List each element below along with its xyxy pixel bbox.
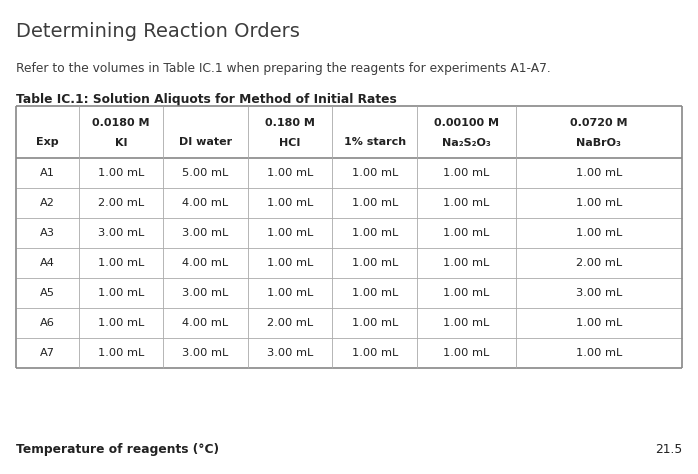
Text: 1.00 mL: 1.00 mL xyxy=(98,318,144,328)
Text: 1.00 mL: 1.00 mL xyxy=(267,288,313,298)
Text: 1.00 mL: 1.00 mL xyxy=(576,348,622,358)
Text: A4: A4 xyxy=(40,258,54,268)
Text: 0.00100 M: 0.00100 M xyxy=(433,118,498,128)
Text: 3.00 mL: 3.00 mL xyxy=(576,288,622,298)
Text: 1.00 mL: 1.00 mL xyxy=(443,318,489,328)
Text: A3: A3 xyxy=(40,228,55,238)
Text: 1.00 mL: 1.00 mL xyxy=(267,168,313,178)
Text: Temperature of reagents (°C): Temperature of reagents (°C) xyxy=(16,443,219,456)
Text: 1.00 mL: 1.00 mL xyxy=(352,348,398,358)
Text: Table IC.1: Solution Aliquots for Method of Initial Rates: Table IC.1: Solution Aliquots for Method… xyxy=(16,93,396,106)
Text: 1.00 mL: 1.00 mL xyxy=(267,198,313,208)
Text: 0.0720 M: 0.0720 M xyxy=(570,118,628,128)
Text: 3.00 mL: 3.00 mL xyxy=(182,228,229,238)
Text: 1.00 mL: 1.00 mL xyxy=(352,168,398,178)
Text: 1.00 mL: 1.00 mL xyxy=(576,228,622,238)
Text: 1.00 mL: 1.00 mL xyxy=(98,258,144,268)
Text: 1.00 mL: 1.00 mL xyxy=(98,288,144,298)
Text: Exp: Exp xyxy=(36,137,59,147)
Text: 4.00 mL: 4.00 mL xyxy=(182,258,228,268)
Text: 5.00 mL: 5.00 mL xyxy=(182,168,229,178)
Text: A2: A2 xyxy=(40,198,54,208)
Text: 1.00 mL: 1.00 mL xyxy=(443,288,489,298)
Text: 4.00 mL: 4.00 mL xyxy=(182,198,228,208)
Text: 1.00 mL: 1.00 mL xyxy=(443,198,489,208)
Text: 3.00 mL: 3.00 mL xyxy=(182,348,229,358)
Text: 1.00 mL: 1.00 mL xyxy=(576,198,622,208)
Text: A6: A6 xyxy=(40,318,54,328)
Text: 1.00 mL: 1.00 mL xyxy=(443,168,489,178)
Text: 0.0180 M: 0.0180 M xyxy=(92,118,149,128)
Text: A7: A7 xyxy=(40,348,55,358)
Text: 3.00 mL: 3.00 mL xyxy=(182,288,229,298)
Text: 2.00 mL: 2.00 mL xyxy=(576,258,622,268)
Text: A1: A1 xyxy=(40,168,55,178)
Text: 1.00 mL: 1.00 mL xyxy=(443,228,489,238)
Text: NaBrO₃: NaBrO₃ xyxy=(577,138,621,148)
Text: 21.5: 21.5 xyxy=(655,443,682,456)
Text: HCI: HCI xyxy=(279,138,301,148)
Text: 1.00 mL: 1.00 mL xyxy=(443,348,489,358)
Text: KI: KI xyxy=(114,138,127,148)
Text: 1.00 mL: 1.00 mL xyxy=(352,228,398,238)
Text: DI water: DI water xyxy=(179,137,232,147)
Text: Determining Reaction Orders: Determining Reaction Orders xyxy=(16,22,300,41)
Text: 1.00 mL: 1.00 mL xyxy=(352,318,398,328)
Text: 1.00 mL: 1.00 mL xyxy=(267,258,313,268)
Text: 2.00 mL: 2.00 mL xyxy=(267,318,313,328)
Text: 2.00 mL: 2.00 mL xyxy=(98,198,144,208)
Text: Refer to the volumes in Table IC.1 when preparing the reagents for experiments A: Refer to the volumes in Table IC.1 when … xyxy=(16,62,551,75)
Text: 1.00 mL: 1.00 mL xyxy=(267,228,313,238)
Text: 1.00 mL: 1.00 mL xyxy=(98,348,144,358)
Text: 1.00 mL: 1.00 mL xyxy=(352,288,398,298)
Text: 1.00 mL: 1.00 mL xyxy=(98,168,144,178)
Text: 1.00 mL: 1.00 mL xyxy=(576,168,622,178)
Text: 0.180 M: 0.180 M xyxy=(265,118,315,128)
Text: 1.00 mL: 1.00 mL xyxy=(443,258,489,268)
Text: 1% starch: 1% starch xyxy=(343,137,406,147)
Text: 3.00 mL: 3.00 mL xyxy=(98,228,144,238)
Text: 3.00 mL: 3.00 mL xyxy=(267,348,313,358)
Text: 1.00 mL: 1.00 mL xyxy=(352,198,398,208)
Text: 1.00 mL: 1.00 mL xyxy=(352,258,398,268)
Text: Na₂S₂O₃: Na₂S₂O₃ xyxy=(442,138,491,148)
Text: 4.00 mL: 4.00 mL xyxy=(182,318,228,328)
Text: 1.00 mL: 1.00 mL xyxy=(576,318,622,328)
Text: A5: A5 xyxy=(40,288,55,298)
